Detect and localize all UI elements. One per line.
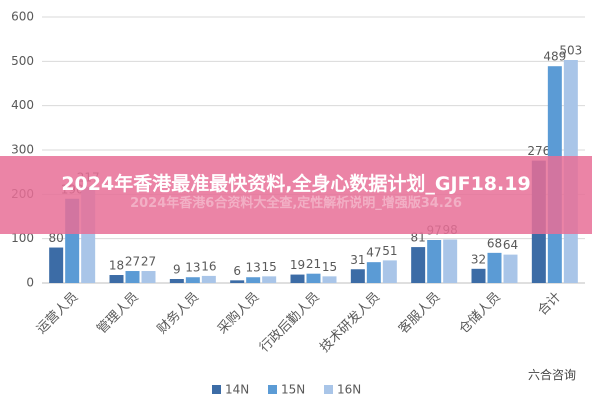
data-label: 16 — [201, 259, 216, 273]
legend-swatch — [268, 385, 277, 394]
legend-label: 15N — [281, 383, 305, 397]
x-tick-label: 合计 — [535, 290, 564, 319]
bar — [471, 268, 486, 283]
bar — [125, 271, 140, 283]
bar — [201, 275, 216, 283]
data-label: 18 — [109, 259, 124, 273]
data-label: 13 — [185, 261, 200, 275]
data-label: 81 — [411, 231, 426, 245]
bar — [443, 239, 458, 283]
x-tick-label: 客服人员 — [395, 289, 443, 337]
banner-subline: 2024年香港6合资料大全查,定性解析说明_增强版34.26 — [130, 196, 462, 211]
bar — [350, 269, 365, 283]
bar — [366, 262, 381, 283]
y-tick-label: 0 — [26, 276, 34, 290]
data-label: 15 — [262, 260, 277, 274]
bar — [109, 275, 124, 283]
data-label: 489 — [543, 50, 566, 64]
y-tick-label: 300 — [11, 143, 34, 157]
data-label: 80 — [49, 231, 64, 245]
data-label: 64 — [503, 238, 518, 252]
bar — [262, 276, 277, 283]
data-label: 27 — [141, 255, 156, 269]
y-tick-label: 500 — [11, 54, 34, 68]
x-tick-label: 行政后勤人员 — [257, 290, 323, 356]
legend-swatch — [212, 385, 221, 394]
data-label: 68 — [487, 236, 502, 250]
bar — [141, 271, 156, 283]
x-tick-label: 财务人员 — [154, 289, 202, 337]
data-label: 32 — [471, 252, 486, 266]
banner — [0, 156, 592, 234]
x-tick-label: 运营人员 — [34, 290, 81, 337]
data-label: 9 — [173, 263, 181, 277]
bar — [290, 274, 305, 283]
data-label: 19 — [290, 258, 305, 272]
y-tick-label: 400 — [11, 98, 34, 112]
bar — [306, 273, 321, 283]
data-label: 47 — [366, 246, 381, 260]
bar — [185, 277, 200, 283]
bar — [411, 247, 426, 283]
legend-swatch — [324, 385, 333, 394]
x-tick-label: 技术研发人员 — [317, 289, 383, 355]
banner-headline: 2024年香港最准最快资料,全身心数据计划_GJF18.19 — [61, 173, 531, 195]
data-label: 15 — [322, 260, 337, 274]
bar — [49, 247, 64, 283]
bar — [382, 260, 397, 283]
data-label: 21 — [306, 257, 321, 271]
bar — [246, 277, 261, 283]
bar — [322, 276, 337, 283]
bar — [503, 254, 518, 283]
data-label: 503 — [559, 44, 582, 58]
y-tick-label: 100 — [11, 231, 34, 245]
data-label: 6 — [233, 264, 241, 278]
data-label: 31 — [350, 253, 365, 267]
bar — [487, 252, 502, 283]
bar — [427, 239, 442, 283]
y-tick-label: 600 — [11, 10, 34, 24]
x-tick-label: 仓储人员 — [456, 290, 503, 337]
data-label: 51 — [382, 244, 397, 258]
bar — [169, 279, 184, 283]
data-label: 13 — [246, 261, 261, 275]
bar — [230, 280, 245, 283]
legend-label: 16N — [337, 383, 361, 397]
watermark: 六合咨询 — [527, 368, 576, 382]
legend-label: 14N — [225, 383, 249, 397]
x-tick-label: 采购人员 — [214, 289, 262, 337]
data-label: 27 — [125, 255, 140, 269]
x-tick-label: 管理人员 — [94, 290, 141, 337]
data-label: 276 — [527, 144, 550, 158]
